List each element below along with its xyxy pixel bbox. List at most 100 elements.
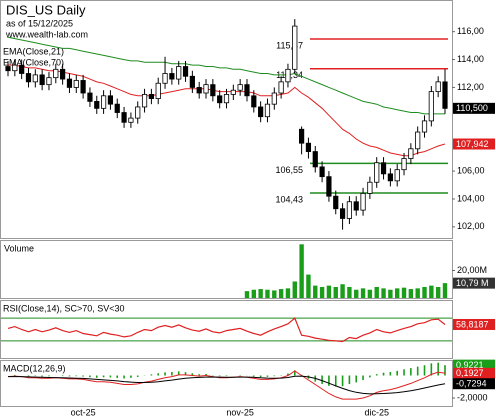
candle-body <box>442 81 448 109</box>
candle-body <box>203 84 209 94</box>
volume-bar <box>360 288 366 298</box>
candle-body <box>182 66 189 77</box>
volume-bar <box>244 291 250 298</box>
candle-body <box>176 66 182 80</box>
histogram-bar <box>34 375 37 377</box>
candle-body <box>360 192 366 211</box>
candle-body <box>66 78 73 88</box>
value-box <box>453 367 495 379</box>
candle-body <box>428 91 434 122</box>
x-tick-label: oct-25 <box>71 407 96 417</box>
ema-line <box>7 36 445 115</box>
candle-body <box>278 81 284 94</box>
volume-bar <box>422 286 427 298</box>
volume-bar <box>381 288 386 298</box>
histogram-bar <box>157 373 160 376</box>
histogram-bar <box>14 374 16 376</box>
candle-body <box>19 64 25 74</box>
histogram-bar <box>130 375 132 378</box>
macd-line <box>7 370 446 400</box>
y-tick-label: -2,0000 <box>457 392 488 402</box>
value-box <box>453 138 495 150</box>
candle-body <box>305 142 312 152</box>
candle-body <box>135 106 141 119</box>
candle-body <box>217 95 223 104</box>
histogram-bar <box>273 375 276 377</box>
histogram-bar <box>95 375 98 378</box>
candle-body <box>5 66 11 72</box>
histogram-bar <box>123 375 125 379</box>
candle-body <box>333 195 339 210</box>
histogram-bar <box>116 375 119 378</box>
value-label: 58,8187 <box>456 319 489 329</box>
candle-body <box>162 73 168 84</box>
candle-body <box>374 162 380 183</box>
histogram-bar <box>369 375 371 378</box>
volume-bar <box>367 289 373 298</box>
volume-bar <box>401 287 407 298</box>
histogram-bar <box>362 375 364 381</box>
level-label: 106,55 <box>275 165 303 175</box>
volume-bar <box>251 289 257 298</box>
value-label: -0,7294 <box>456 379 487 389</box>
histogram-bar <box>321 375 323 384</box>
volume-bar <box>354 289 359 298</box>
volume-bar <box>347 286 352 298</box>
candle-body <box>326 176 332 197</box>
volume-bar <box>258 289 263 298</box>
volume-bar <box>333 286 338 298</box>
candle-body <box>73 80 79 88</box>
candle-body <box>141 94 148 108</box>
volume-bar <box>292 281 297 298</box>
value-box <box>453 102 495 114</box>
volume-bar <box>429 285 434 298</box>
candle-body <box>319 166 325 178</box>
histogram-bar <box>348 375 351 385</box>
candle-body <box>312 151 318 168</box>
candle-body <box>210 84 216 97</box>
candle-body <box>435 81 441 93</box>
histogram-bar <box>403 369 405 376</box>
histogram-bar <box>430 363 433 376</box>
legend-entry: EMA(Close,21) <box>3 46 64 56</box>
y-tick-label: 114,00 <box>457 54 484 64</box>
candle-body <box>237 84 243 91</box>
y-tick-label: 104,00 <box>457 193 485 203</box>
candle-body <box>39 74 45 86</box>
panel-title: Volume <box>4 243 34 253</box>
y-tick-label: 20,00M <box>457 265 487 275</box>
histogram-bar <box>287 373 289 376</box>
histogram-bar <box>205 373 207 376</box>
candle-body <box>196 87 202 94</box>
volume-bar <box>415 288 420 298</box>
candle-body <box>25 73 32 83</box>
volume-bar <box>313 285 318 298</box>
histogram-bar <box>266 375 269 377</box>
candle-body <box>60 68 66 80</box>
subtitle: as of 15/12/2025 <box>6 18 73 28</box>
value-label: 0,9221 <box>456 360 484 370</box>
histogram-bar <box>136 375 139 377</box>
histogram-bar <box>225 375 228 377</box>
histogram-bar <box>191 373 194 376</box>
panel-title: MACD(12,26,9) <box>3 363 66 373</box>
histogram-bar <box>396 370 399 376</box>
histogram-bar <box>68 375 71 377</box>
x-tick-label: dic-25 <box>364 407 389 417</box>
candle-body <box>339 208 346 219</box>
candle-body <box>271 92 277 105</box>
source: www.wealth-lab.com <box>5 29 88 39</box>
volume-bar <box>299 244 304 298</box>
histogram-bar <box>334 375 337 387</box>
candle-body <box>46 77 52 86</box>
value-label: 107,942 <box>456 139 489 149</box>
histogram-bar <box>109 375 112 378</box>
histogram-bar <box>150 374 153 376</box>
histogram-bar <box>198 374 200 376</box>
candle-body <box>114 103 120 113</box>
histogram-bar <box>75 375 78 377</box>
level-label: 115,47 <box>276 40 303 50</box>
histogram-bar <box>177 371 180 376</box>
histogram-bar <box>328 375 330 386</box>
